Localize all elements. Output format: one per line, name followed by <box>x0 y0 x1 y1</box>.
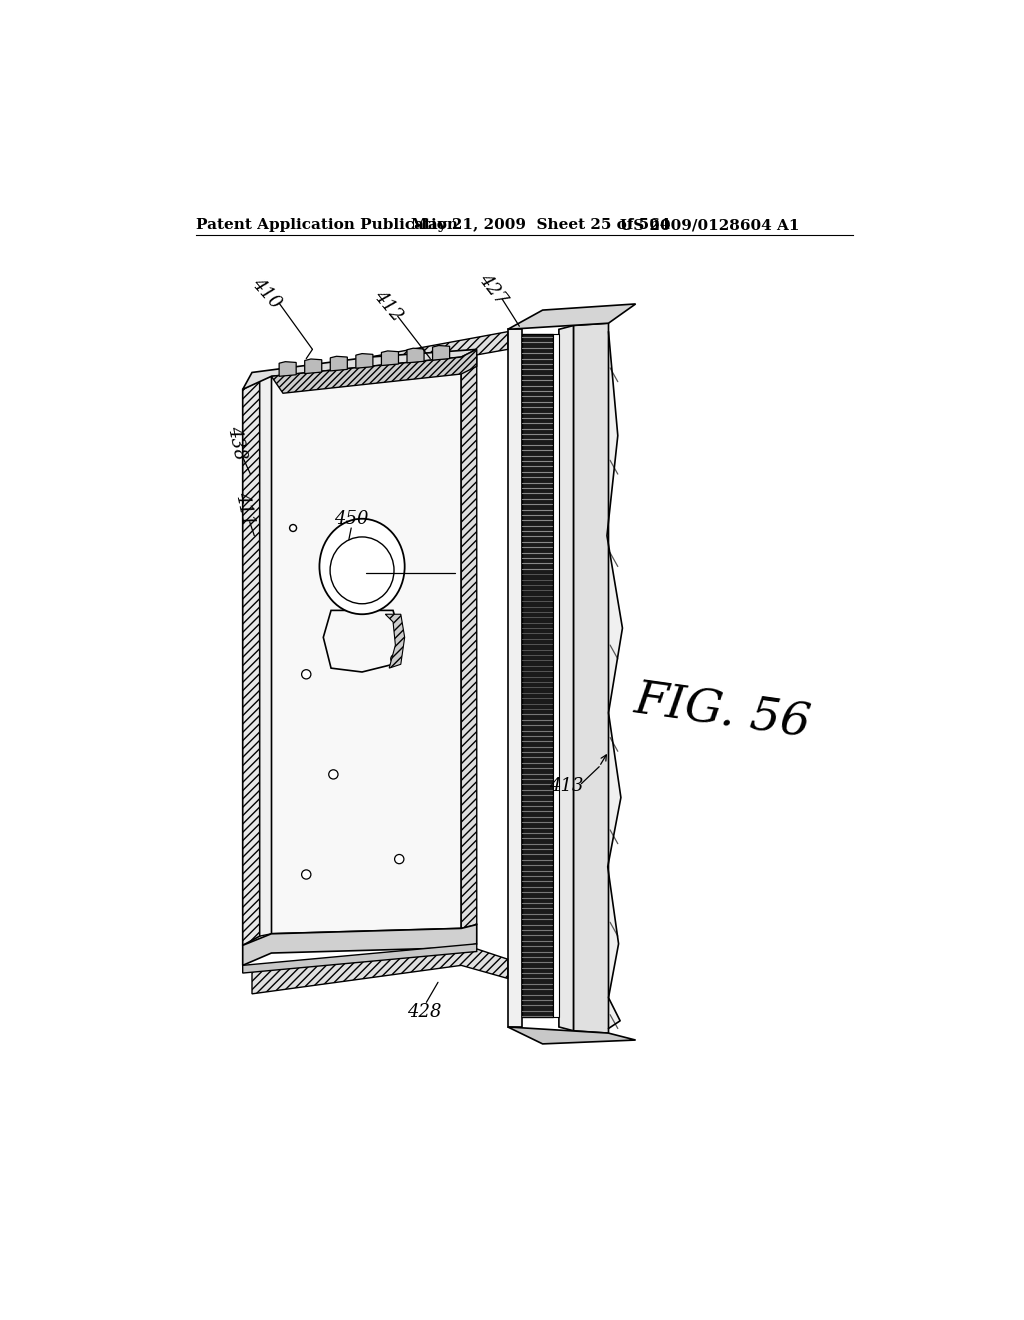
Polygon shape <box>559 326 573 1031</box>
Ellipse shape <box>319 519 404 614</box>
Polygon shape <box>553 334 559 1016</box>
Polygon shape <box>305 359 322 374</box>
Circle shape <box>394 854 403 863</box>
Polygon shape <box>331 356 347 371</box>
Polygon shape <box>381 351 398 366</box>
Ellipse shape <box>330 537 394 603</box>
Polygon shape <box>243 350 477 389</box>
Polygon shape <box>271 350 477 393</box>
Text: 413: 413 <box>550 777 584 795</box>
Polygon shape <box>243 924 477 965</box>
Text: 428: 428 <box>407 1003 441 1020</box>
Polygon shape <box>271 358 461 933</box>
Polygon shape <box>508 1027 636 1044</box>
Polygon shape <box>407 348 424 363</box>
Polygon shape <box>324 610 400 672</box>
Polygon shape <box>461 350 477 928</box>
Text: 427: 427 <box>474 271 510 309</box>
Polygon shape <box>243 380 260 945</box>
Polygon shape <box>385 614 404 668</box>
Text: 450: 450 <box>334 510 369 528</box>
Text: 412: 412 <box>370 288 406 325</box>
Polygon shape <box>508 330 521 1027</box>
Circle shape <box>302 669 311 678</box>
Polygon shape <box>573 323 608 1034</box>
Text: 411: 411 <box>231 490 257 528</box>
Text: Patent Application Publication: Patent Application Publication <box>197 218 458 232</box>
Polygon shape <box>370 331 508 374</box>
Polygon shape <box>280 362 296 376</box>
Polygon shape <box>508 304 636 330</box>
Circle shape <box>329 770 338 779</box>
Text: May 21, 2009  Sheet 25 of 564: May 21, 2009 Sheet 25 of 564 <box>411 218 671 232</box>
Polygon shape <box>252 944 508 994</box>
Text: 410: 410 <box>248 275 285 312</box>
Text: 438: 438 <box>224 425 249 462</box>
Text: US 2009/0128604 A1: US 2009/0128604 A1 <box>621 218 800 232</box>
Polygon shape <box>243 944 477 973</box>
Polygon shape <box>607 323 623 1034</box>
Polygon shape <box>260 376 271 936</box>
Circle shape <box>391 655 400 664</box>
Circle shape <box>290 524 297 532</box>
Text: FIG. 56: FIG. 56 <box>632 678 814 747</box>
Polygon shape <box>521 334 553 1016</box>
Polygon shape <box>432 346 450 360</box>
Polygon shape <box>356 354 373 368</box>
Circle shape <box>302 870 311 879</box>
